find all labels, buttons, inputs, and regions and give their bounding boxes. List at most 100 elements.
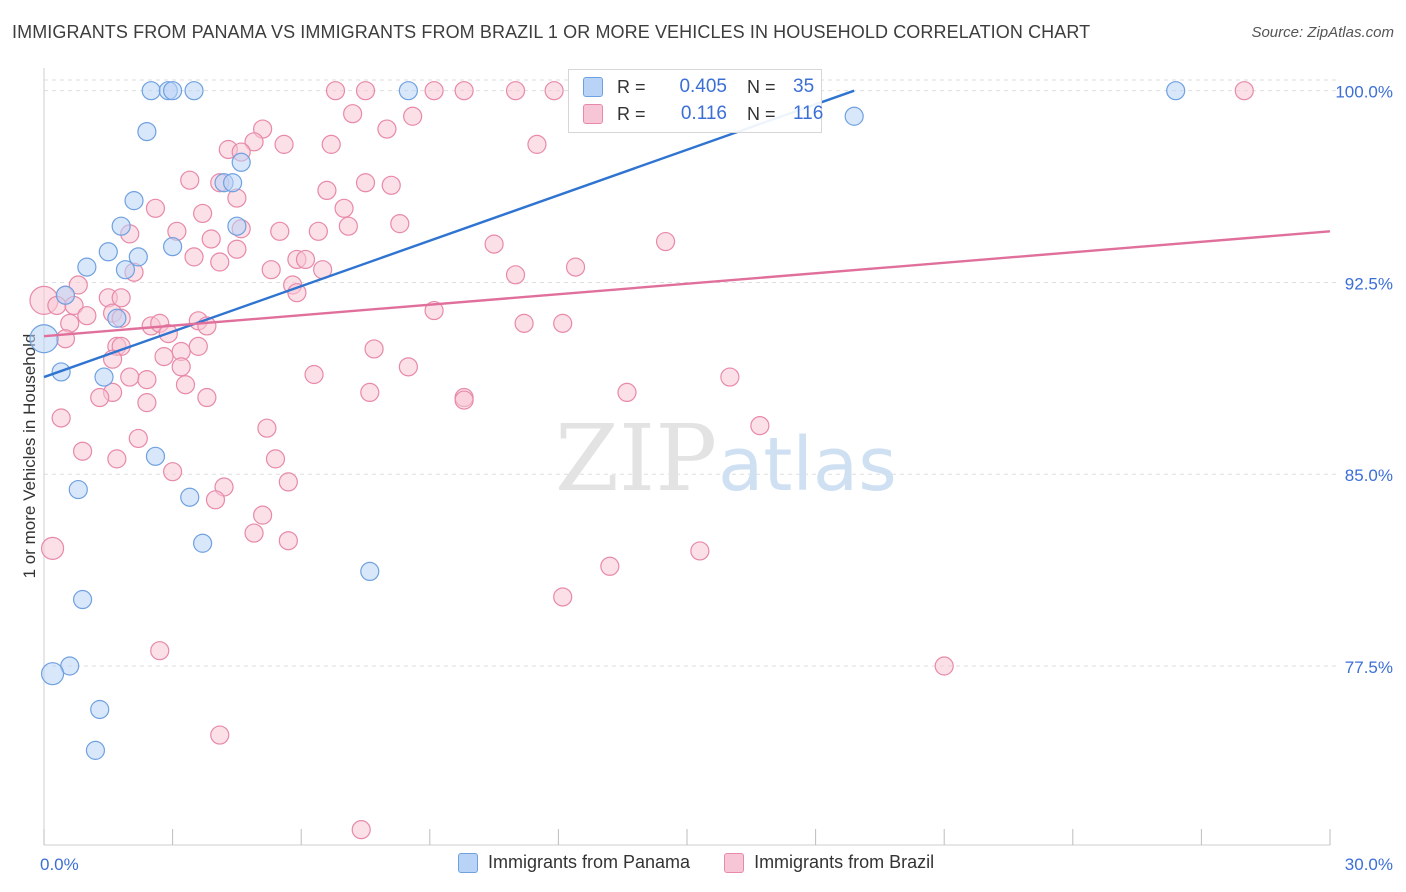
stats-box: R = 0.405 N = 35 R = 0.116 N = 116 bbox=[568, 69, 824, 133]
data-point bbox=[163, 237, 183, 257]
data-point bbox=[308, 221, 328, 241]
x-tick-label: 0.0% bbox=[40, 855, 79, 874]
axes bbox=[43, 68, 1331, 846]
stats-n-label: N = bbox=[747, 76, 776, 97]
data-point bbox=[210, 252, 230, 272]
data-point bbox=[90, 699, 110, 720]
data-point bbox=[201, 229, 221, 249]
data-point bbox=[184, 247, 204, 267]
data-point bbox=[68, 275, 88, 295]
data-point bbox=[360, 382, 380, 403]
data-point bbox=[553, 313, 573, 333]
data-point bbox=[398, 357, 418, 377]
data-point bbox=[505, 265, 526, 285]
data-point bbox=[72, 441, 93, 461]
data-point bbox=[351, 820, 371, 840]
data-point bbox=[360, 561, 380, 582]
data-point bbox=[343, 104, 363, 124]
data-point bbox=[617, 382, 637, 403]
data-point bbox=[145, 446, 166, 466]
data-point bbox=[544, 81, 564, 101]
data-point bbox=[1166, 81, 1186, 101]
stats-n-label: N = bbox=[747, 103, 776, 124]
legend-swatch-brazil bbox=[724, 852, 745, 873]
data-point bbox=[274, 134, 294, 154]
data-point bbox=[390, 214, 410, 234]
legend-item-panama[interactable]: Immigrants from Panama bbox=[458, 852, 690, 873]
stats-r-value: 0.405 bbox=[679, 76, 727, 97]
data-point bbox=[231, 152, 251, 172]
data-point bbox=[107, 449, 127, 469]
data-point bbox=[98, 242, 118, 262]
data-point bbox=[145, 198, 166, 218]
data-point bbox=[261, 260, 281, 280]
data-point bbox=[193, 203, 213, 224]
data-point bbox=[175, 375, 196, 395]
watermark-atlas: atlas bbox=[718, 422, 897, 508]
data-point bbox=[364, 339, 384, 359]
data-point bbox=[72, 589, 93, 610]
trend-line bbox=[43, 89, 855, 379]
data-point bbox=[150, 641, 170, 661]
data-point bbox=[111, 288, 131, 308]
data-point bbox=[321, 134, 341, 154]
data-point bbox=[128, 247, 148, 267]
tick-labels: 77.5% 85.0% 92.5% 100.0% 0.0% 30.0% bbox=[40, 83, 1393, 874]
data-point bbox=[454, 81, 474, 101]
data-point bbox=[51, 408, 71, 428]
data-point bbox=[690, 541, 710, 561]
data-point bbox=[244, 523, 264, 543]
data-point bbox=[270, 221, 290, 241]
data-point bbox=[188, 336, 208, 356]
data-point bbox=[163, 81, 183, 101]
data-point bbox=[355, 81, 376, 101]
data-point bbox=[115, 260, 136, 280]
data-point bbox=[334, 198, 354, 218]
data-point bbox=[304, 364, 324, 385]
data-point bbox=[154, 347, 174, 367]
data-point bbox=[484, 234, 504, 254]
data-point bbox=[750, 416, 770, 436]
data-point bbox=[514, 313, 534, 333]
chart-title: IMMIGRANTS FROM PANAMA VS IMMIGRANTS FRO… bbox=[12, 22, 1091, 42]
data-point bbox=[29, 324, 59, 354]
data-point bbox=[77, 257, 97, 277]
stats-n-value: 35 bbox=[793, 76, 815, 97]
legend-label-brazil: Immigrants from Brazil bbox=[754, 852, 935, 872]
data-point bbox=[553, 587, 573, 607]
data-point bbox=[90, 387, 110, 408]
data-point bbox=[424, 81, 444, 101]
data-point bbox=[317, 180, 337, 201]
data-point bbox=[205, 490, 226, 510]
data-point bbox=[424, 300, 444, 321]
data-point bbox=[278, 531, 298, 551]
data-point bbox=[295, 249, 316, 270]
data-point bbox=[55, 329, 76, 349]
watermark: ZIP atlas bbox=[555, 405, 897, 512]
legend-item-brazil[interactable]: Immigrants from Brazil bbox=[724, 852, 934, 873]
legend: Immigrants from Panama Immigrants from B… bbox=[458, 852, 968, 873]
data-point bbox=[325, 81, 346, 101]
stats-r-label: R = bbox=[617, 103, 646, 124]
data-point bbox=[223, 173, 243, 193]
data-point bbox=[120, 367, 140, 387]
data-point bbox=[1234, 81, 1254, 101]
data-point bbox=[565, 257, 586, 277]
data-point bbox=[85, 740, 106, 760]
legend-swatch-panama bbox=[458, 852, 478, 873]
stats-swatch-panama bbox=[583, 77, 603, 97]
watermark-zip: ZIP bbox=[555, 405, 717, 512]
data-point bbox=[55, 285, 76, 305]
stats-r-label: R = bbox=[617, 76, 646, 97]
data-point bbox=[720, 367, 740, 387]
data-point bbox=[180, 487, 200, 507]
data-point bbox=[244, 132, 264, 152]
data-point bbox=[180, 170, 200, 190]
series-brazil-points bbox=[29, 81, 1254, 840]
data-point bbox=[454, 390, 474, 410]
stats-n-value: 116 bbox=[793, 103, 824, 124]
stats-row-panama: R = 0.405 N = 35 bbox=[583, 74, 814, 100]
data-point bbox=[527, 134, 547, 154]
data-point bbox=[184, 81, 204, 101]
data-point bbox=[355, 173, 376, 193]
